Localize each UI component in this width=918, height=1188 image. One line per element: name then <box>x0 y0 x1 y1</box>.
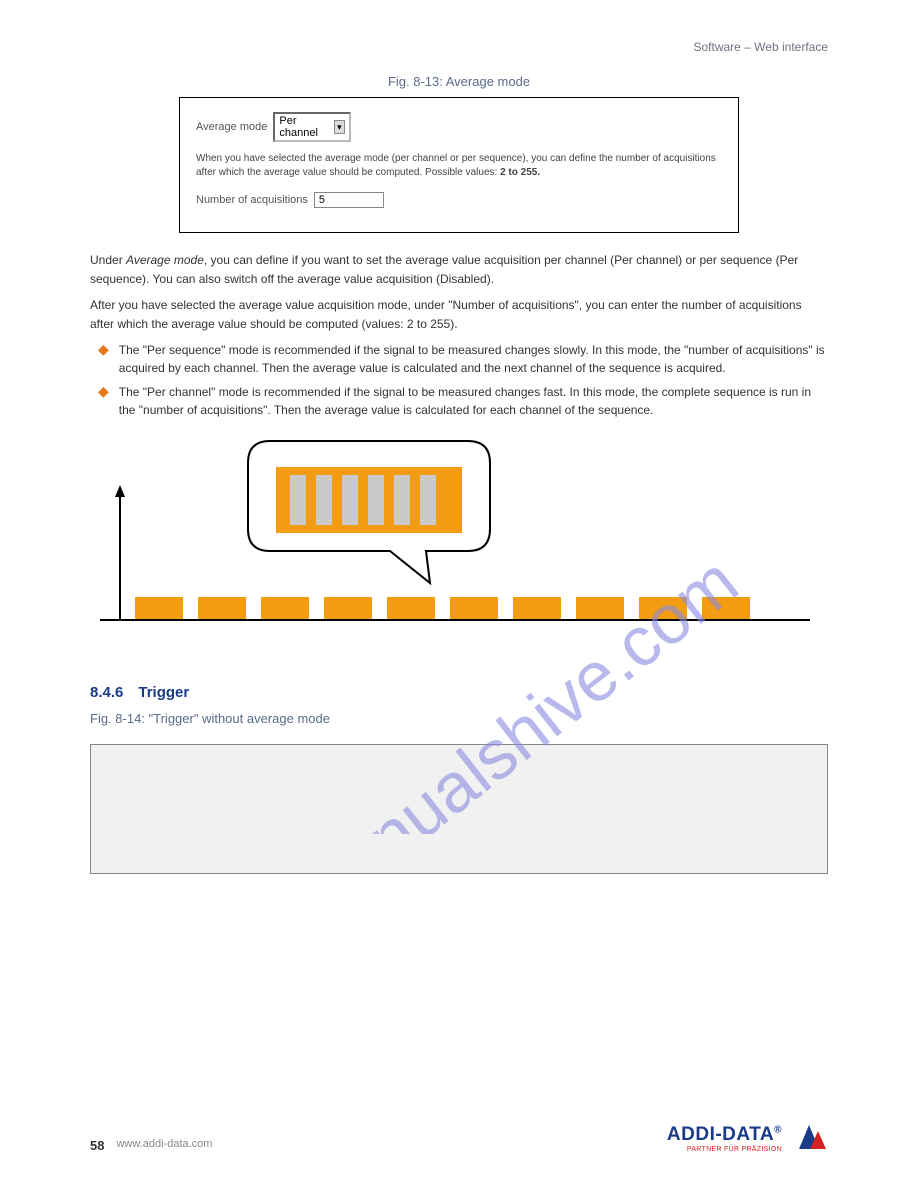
desc-line1: When you have selected the average mode … <box>196 153 661 164</box>
document-page: Software – Web interface Fig. 8-13: Aver… <box>0 0 918 1188</box>
num-acq-row: Number of acquisitions 5 <box>196 192 722 208</box>
section-title-trigger: 8.4.6 Trigger <box>90 684 828 701</box>
y-axis-arrow <box>115 485 125 497</box>
avg-mode-select-value: Per channel <box>279 115 327 139</box>
footer-site: www.addi-data.com <box>116 1138 212 1153</box>
trigger-screenshot-placeholder <box>90 744 828 874</box>
chevron-down-icon: ▾ <box>334 120 346 134</box>
page-footer: 58 www.addi-data.com ADDI-DATA® PARTNER … <box>90 1119 828 1153</box>
bullet-2-text: The "Per channel" mode is recommended if… <box>119 383 828 419</box>
avg-mode-select[interactable]: Per channel ▾ <box>273 112 351 142</box>
bullet-2: ◆ The "Per channel" mode is recommended … <box>98 383 828 419</box>
bullet-icon: ◆ <box>98 341 109 377</box>
bars-group <box>135 597 750 619</box>
logo: ADDI-DATA® PARTNER FÜR PRÄZISION <box>667 1119 828 1153</box>
logo-reg: ® <box>774 1125 782 1136</box>
form-description: When you have selected the average mode … <box>196 152 722 180</box>
intro-paragraph-2: After you have selected the average valu… <box>90 296 828 333</box>
desc-bold: 2 to 255. <box>497 167 540 178</box>
figure-caption-trigger: Fig. 8-14: "Trigger" without average mod… <box>90 711 828 726</box>
footer-left: 58 www.addi-data.com <box>90 1138 212 1153</box>
intro-ital: Average mode <box>126 253 204 267</box>
bullet-1-text: The "Per sequence" mode is recommended i… <box>119 341 828 377</box>
num-acq-label: Number of acquisitions <box>196 194 308 206</box>
intro-pre: Under <box>90 253 126 267</box>
avg-mode-row: Average mode Per channel ▾ <box>196 112 722 142</box>
section-breadcrumb: Software – Web interface <box>90 40 828 54</box>
settings-form-box: Average mode Per channel ▾ When you have… <box>179 97 739 233</box>
avg-mode-label: Average mode <box>196 121 267 133</box>
bullet-1: ◆ The "Per sequence" mode is recommended… <box>98 341 828 377</box>
logo-sub-text: PARTNER FÜR PRÄZISION <box>667 1146 782 1153</box>
logo-icon <box>790 1119 828 1153</box>
page-number: 58 <box>90 1138 104 1153</box>
logo-main-text: ADDI-DATA® <box>667 1124 782 1146</box>
timing-diagram <box>90 425 828 660</box>
num-acq-input[interactable]: 5 <box>314 192 384 208</box>
intro-paragraph-1: Under Average mode, you can define if yo… <box>90 251 828 288</box>
figure-caption-avg-mode: Fig. 8-13: Average mode <box>90 74 828 89</box>
bullet-icon: ◆ <box>98 383 109 419</box>
